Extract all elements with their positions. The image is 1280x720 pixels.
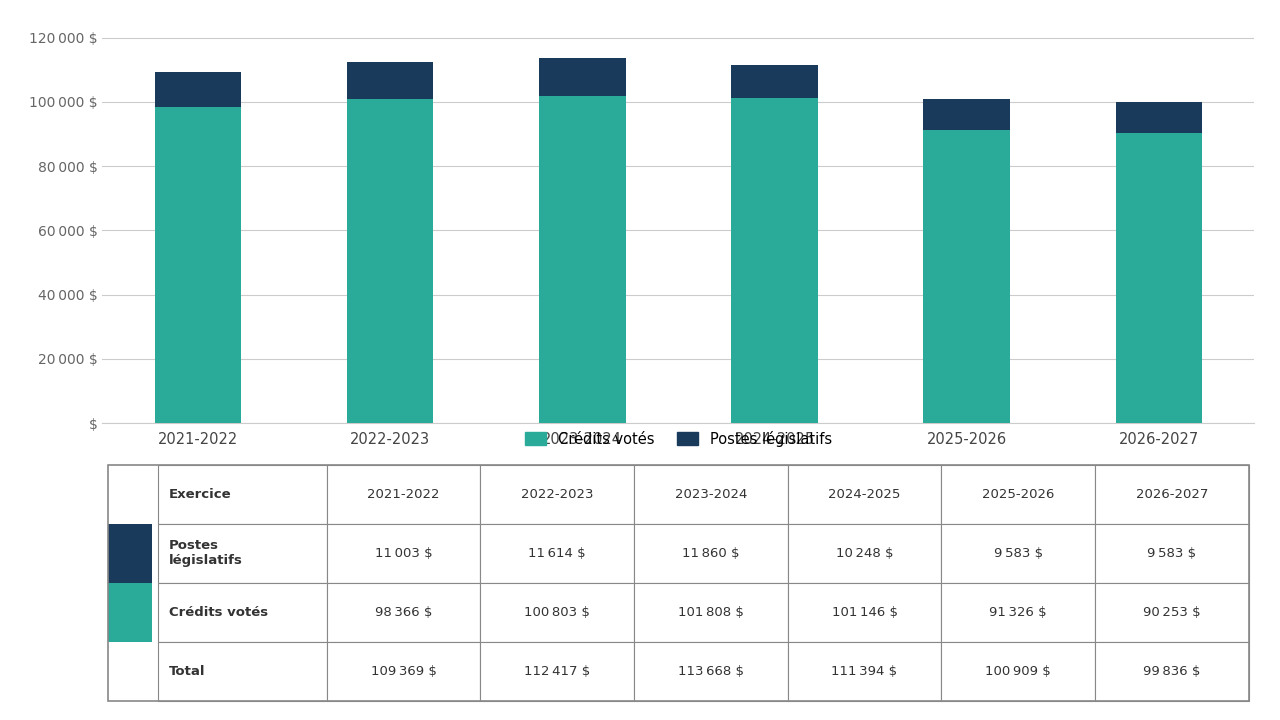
Bar <box>1094 642 1248 701</box>
Bar <box>731 98 818 423</box>
Bar <box>157 523 326 582</box>
Text: 98 366 $: 98 366 $ <box>375 606 433 618</box>
Bar <box>787 642 941 701</box>
Text: Total: Total <box>169 665 206 678</box>
Bar <box>539 96 626 423</box>
Legend: Crédits votés, Postes législatifs: Crédits votés, Postes législatifs <box>518 425 838 453</box>
Bar <box>634 642 787 701</box>
Bar <box>480 464 634 523</box>
Text: 10 248 $: 10 248 $ <box>836 546 893 559</box>
Text: Postes
législatifs: Postes législatifs <box>169 539 243 567</box>
Text: 91 326 $: 91 326 $ <box>989 606 1047 618</box>
Text: 11 614 $: 11 614 $ <box>529 546 586 559</box>
Bar <box>480 523 634 582</box>
Bar <box>731 66 818 98</box>
Text: 100 803 $: 100 803 $ <box>525 606 590 618</box>
Text: 99 836 $: 99 836 $ <box>1143 665 1201 678</box>
Text: 109 369 $: 109 369 $ <box>371 665 436 678</box>
Text: 101 808 $: 101 808 $ <box>678 606 744 618</box>
Bar <box>941 464 1094 523</box>
Text: 11 860 $: 11 860 $ <box>682 546 740 559</box>
Bar <box>326 582 480 642</box>
Text: 111 394 $: 111 394 $ <box>832 665 897 678</box>
Bar <box>787 582 941 642</box>
Bar <box>155 107 241 423</box>
Text: Crédits votés: Crédits votés <box>169 606 269 618</box>
Bar <box>480 582 634 642</box>
Bar <box>787 464 941 523</box>
Text: 112 417 $: 112 417 $ <box>524 665 590 678</box>
Text: 113 668 $: 113 668 $ <box>678 665 744 678</box>
Bar <box>1094 464 1248 523</box>
Text: 2025-2026: 2025-2026 <box>982 487 1055 500</box>
Bar <box>787 523 941 582</box>
Bar <box>1116 102 1202 133</box>
Text: 11 003 $: 11 003 $ <box>375 546 433 559</box>
Text: 2023-2024: 2023-2024 <box>675 487 748 500</box>
Bar <box>941 582 1094 642</box>
Bar <box>539 58 626 96</box>
Bar <box>109 523 152 582</box>
Text: 2022-2023: 2022-2023 <box>521 487 594 500</box>
Bar <box>634 523 787 582</box>
Bar <box>155 72 241 107</box>
Bar <box>1116 133 1202 423</box>
Text: 100 909 $: 100 909 $ <box>986 665 1051 678</box>
Text: 2024-2025: 2024-2025 <box>828 487 901 500</box>
Text: Exercice: Exercice <box>169 487 232 500</box>
Text: 2021-2022: 2021-2022 <box>367 487 440 500</box>
Text: 2026-2027: 2026-2027 <box>1135 487 1208 500</box>
Bar <box>157 582 326 642</box>
Bar <box>634 582 787 642</box>
Bar <box>326 523 480 582</box>
Bar <box>326 464 480 523</box>
Text: 9 583 $: 9 583 $ <box>1147 546 1197 559</box>
Bar <box>941 523 1094 582</box>
Text: 9 583 $: 9 583 $ <box>993 546 1043 559</box>
Bar <box>634 464 787 523</box>
Text: 90 253 $: 90 253 $ <box>1143 606 1201 618</box>
Bar <box>1094 582 1248 642</box>
Bar <box>941 642 1094 701</box>
Bar <box>1094 523 1248 582</box>
Bar <box>923 130 1010 423</box>
Bar <box>347 62 434 99</box>
Bar <box>480 642 634 701</box>
Bar <box>326 642 480 701</box>
Bar <box>923 99 1010 130</box>
Text: 101 146 $: 101 146 $ <box>832 606 897 618</box>
Bar <box>157 464 326 523</box>
Bar <box>347 99 434 423</box>
Bar <box>157 642 326 701</box>
Bar <box>109 582 152 642</box>
